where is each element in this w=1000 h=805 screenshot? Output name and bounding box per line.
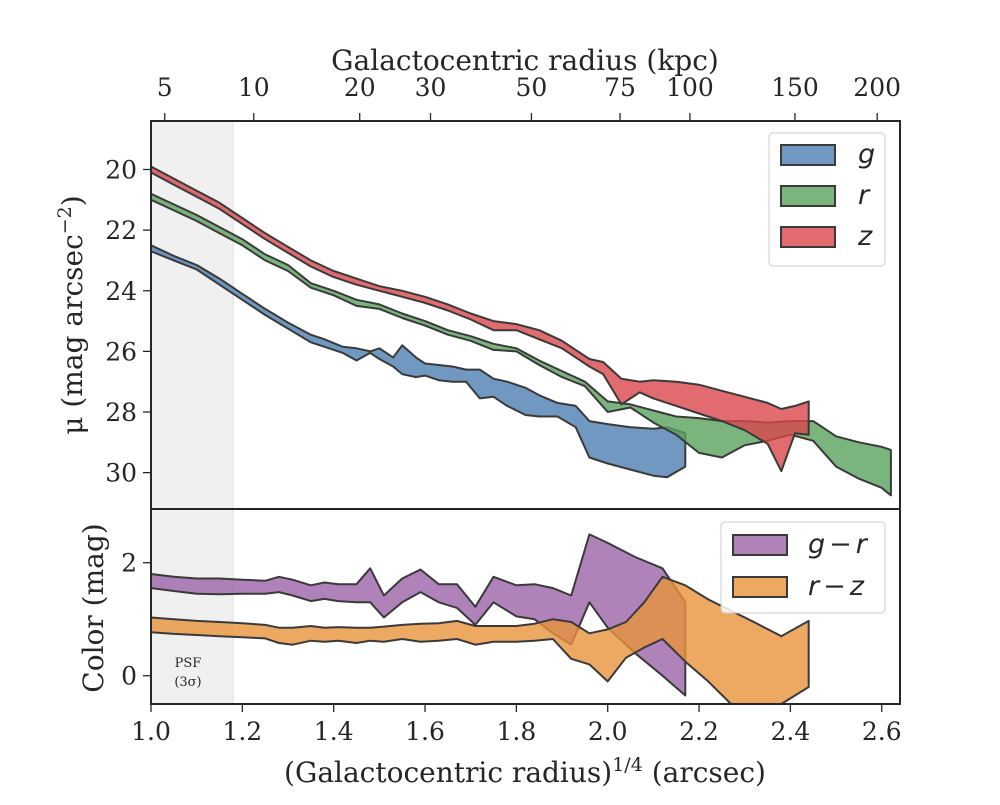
y-tick-label: 28 xyxy=(105,398,137,427)
y-tick-label: 24 xyxy=(105,277,137,306)
top-x-tick-label: 20 xyxy=(344,73,376,102)
legend-label: g − r xyxy=(808,529,869,560)
top-x-tick-label: 75 xyxy=(604,73,636,102)
top-x-axis-title: Galactocentric radius (kpc) xyxy=(331,44,719,77)
color-y-tick-label: 0 xyxy=(121,662,137,691)
bottom-y-axis-title: Color (mag) xyxy=(77,523,110,692)
axis-ticks: 20 22 24 26 28 30 5 10 20 30 50 75 100 150 200 0 2 1.0 1.2… xyxy=(105,73,901,746)
legend-swatch xyxy=(732,576,788,598)
x-tick-label: 1.8 xyxy=(496,717,536,746)
top-x-tick-label: 5 xyxy=(157,73,173,102)
x-tick-label: 1.2 xyxy=(222,717,262,746)
top-x-tick-label: 30 xyxy=(415,73,447,102)
legend-swatch xyxy=(732,534,788,556)
y-tick-label: 30 xyxy=(105,459,137,488)
x-tick-label: 1.0 xyxy=(131,717,171,746)
y-tick-label: 26 xyxy=(105,337,137,366)
psf-label-line2: (3σ) xyxy=(174,675,201,690)
x-tick-label: 1.4 xyxy=(314,717,354,746)
band-gr xyxy=(151,533,687,697)
x-tick-label: 1.6 xyxy=(405,717,445,746)
psf-region-top xyxy=(150,120,234,510)
top-y-axis-title: μ (mag arcsec−2) xyxy=(54,195,89,434)
top-x-tick-label: 200 xyxy=(853,73,901,102)
legend-label: r xyxy=(858,180,871,211)
psf-label-line1: PSF xyxy=(175,656,202,671)
legend-label: r − z xyxy=(808,571,865,602)
x-tick-label: 2.0 xyxy=(588,717,628,746)
y-tick-label: 20 xyxy=(105,156,137,185)
bottom-panel-frame xyxy=(150,508,901,705)
x-tick-label: 2.6 xyxy=(862,717,902,746)
band-rz xyxy=(151,575,810,704)
legend-label: g xyxy=(858,139,875,170)
legend-swatch xyxy=(780,226,836,248)
x-tick-label: 2.4 xyxy=(771,717,811,746)
legend-swatch xyxy=(780,185,836,207)
x-tick-label: 2.2 xyxy=(679,717,719,746)
band-g xyxy=(151,244,687,479)
color-bands xyxy=(151,533,810,704)
top-x-tick-label: 100 xyxy=(666,73,714,102)
y-tick-label: 22 xyxy=(105,216,137,245)
bottom-x-axis-title: (Galactocentric radius)1/4 (arcsec) xyxy=(284,754,766,789)
band-r xyxy=(151,192,892,497)
top-x-tick-label: 150 xyxy=(771,73,819,102)
top-x-tick-label: 50 xyxy=(516,73,548,102)
surface-brightness-bands xyxy=(151,165,892,497)
legend-swatch xyxy=(780,144,836,166)
psf-region-bottom xyxy=(150,508,234,705)
color-y-tick-label: 2 xyxy=(121,549,137,578)
band-z xyxy=(151,165,810,473)
legend-label: z xyxy=(857,221,873,252)
bottom-legend: g − r r − z xyxy=(720,521,886,614)
top-legend: grz xyxy=(768,132,886,267)
top-x-tick-label: 10 xyxy=(238,73,270,102)
